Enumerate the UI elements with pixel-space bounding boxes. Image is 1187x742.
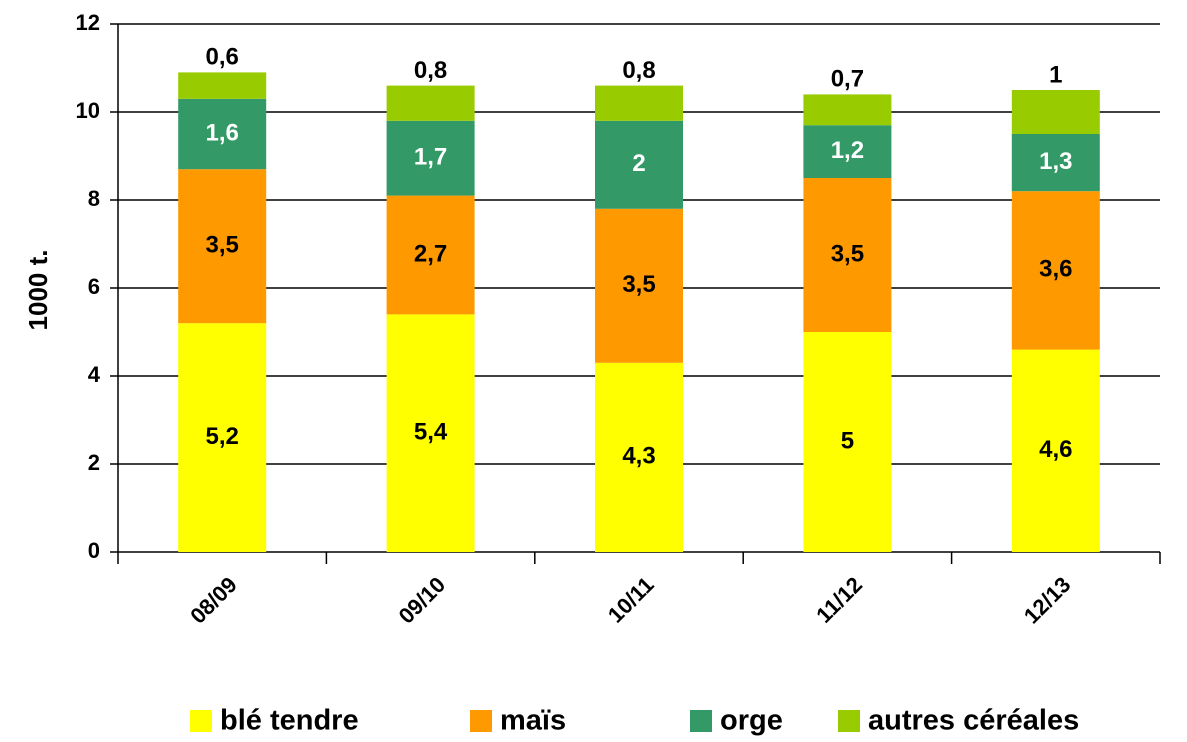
data-label: 2 <box>632 150 645 177</box>
data-label: 1,3 <box>1039 148 1072 175</box>
bar-segment <box>386 314 475 552</box>
data-label: 1,7 <box>414 144 447 171</box>
y-tick-label: 4 <box>88 362 101 387</box>
y-tick-label: 8 <box>88 186 100 211</box>
bar-segment <box>595 85 683 121</box>
y-tick-label: 12 <box>76 10 100 35</box>
bar-segment <box>178 323 267 552</box>
data-label: 4,3 <box>622 443 655 470</box>
bar-segment <box>1011 90 1100 134</box>
data-label: 1,6 <box>206 119 239 146</box>
legend-label: autres céréales <box>868 705 1079 737</box>
x-tick-label: 08/09 <box>185 572 242 629</box>
legend-swatch <box>838 710 860 732</box>
data-label: 5 <box>841 427 854 454</box>
bar-segment <box>595 362 683 552</box>
data-label: 1 <box>1049 61 1062 88</box>
y-axis-label: 1000 t. <box>23 250 53 331</box>
y-tick-label: 6 <box>88 274 100 299</box>
legend-swatch <box>470 710 492 732</box>
bar-segment <box>1011 191 1100 350</box>
data-label: 3,5 <box>206 232 239 259</box>
data-label: 4,6 <box>1039 436 1072 463</box>
bar-segment <box>386 195 475 315</box>
y-tick-label: 0 <box>88 538 100 563</box>
bar-segment <box>1011 349 1100 552</box>
bar-segment <box>178 98 267 170</box>
x-tick-label: 10/11 <box>603 572 659 628</box>
bar-segment <box>595 208 683 363</box>
bar-segment <box>386 120 475 196</box>
x-tick-label: 09/10 <box>394 572 451 629</box>
legend-label: maïs <box>500 705 566 737</box>
data-label: 0,8 <box>414 57 447 84</box>
x-tick-label: 12/13 <box>1019 572 1076 629</box>
bar-segment <box>803 178 892 332</box>
data-label: 3,5 <box>831 240 864 267</box>
bar-segment <box>178 72 267 99</box>
legend-swatch <box>190 710 212 732</box>
bar-segment <box>803 332 892 552</box>
bar-segment <box>178 169 267 324</box>
data-label: 1,2 <box>831 137 864 164</box>
data-label: 3,6 <box>1039 256 1072 283</box>
bar-segment <box>595 120 683 209</box>
data-label: 5,4 <box>414 419 448 446</box>
legend-swatch <box>690 710 712 732</box>
data-label: 2,7 <box>414 240 447 267</box>
bar-segment <box>803 125 892 178</box>
y-tick-label: 2 <box>88 450 100 475</box>
data-label: 3,5 <box>622 271 655 298</box>
data-label: 0,7 <box>831 66 864 93</box>
data-label: 0,8 <box>622 57 655 84</box>
x-tick-label: 11/12 <box>811 572 867 628</box>
y-tick-label: 10 <box>76 98 100 123</box>
bar-segment <box>1011 134 1100 192</box>
bar-segment <box>386 85 475 121</box>
bar-segment <box>803 94 892 126</box>
legend-label: orge <box>720 705 783 737</box>
data-label: 0,6 <box>206 44 239 71</box>
data-label: 5,2 <box>206 423 239 450</box>
legend-label: blé tendre <box>220 705 359 737</box>
